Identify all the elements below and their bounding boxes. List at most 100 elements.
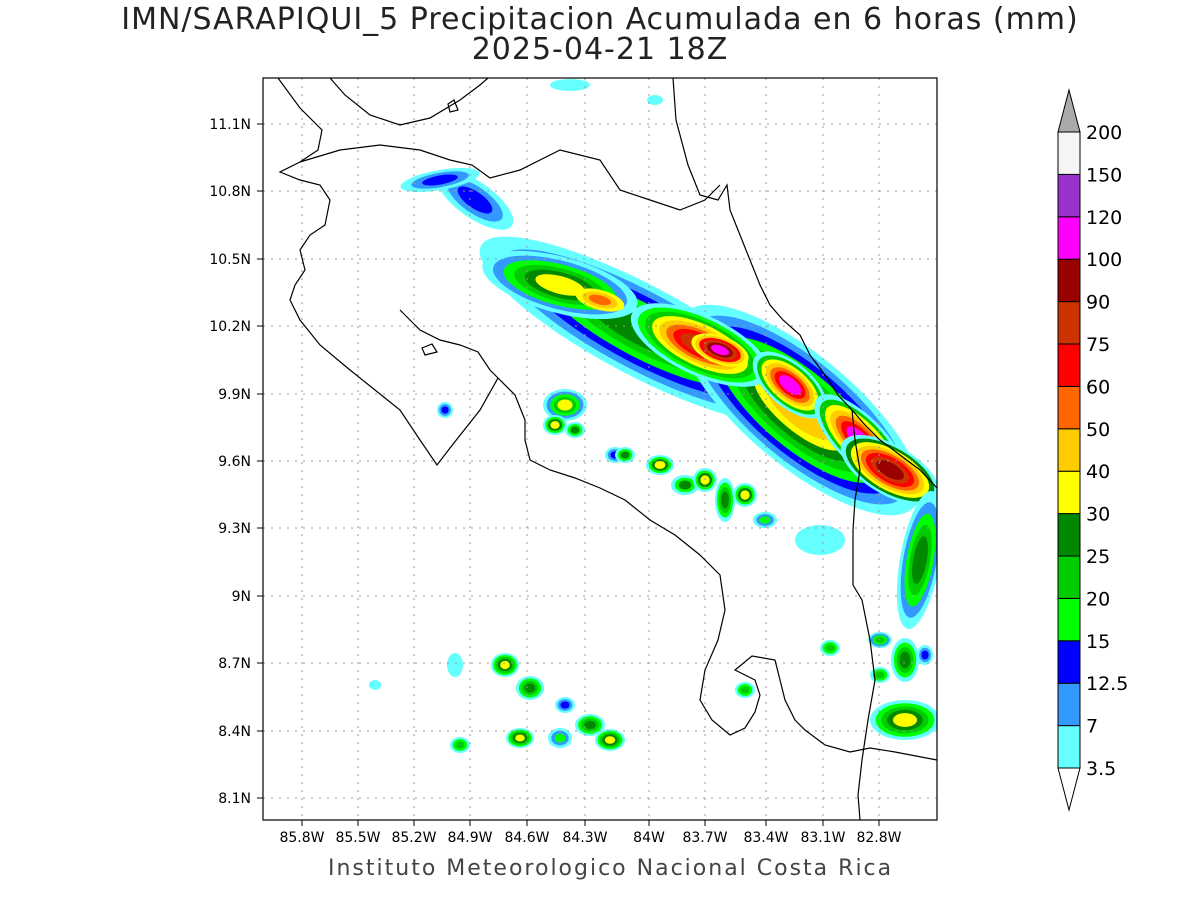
precip-contour <box>647 95 663 105</box>
colorbar-segment <box>1057 513 1081 557</box>
lon-tick-label: 84.6W <box>504 830 549 846</box>
precip-contour <box>550 79 590 91</box>
precip-contour <box>912 536 928 584</box>
lat-tick-label: 8.1N <box>218 791 251 807</box>
lat-lon-grid <box>263 78 937 820</box>
colorbar-label: 7 <box>1086 716 1098 738</box>
colorbar-label: 15 <box>1086 631 1110 653</box>
precip-contour <box>795 525 845 555</box>
nicaragua-border <box>299 144 721 211</box>
precip-contour <box>500 660 510 670</box>
colorbar-label: 100 <box>1086 249 1122 271</box>
colorbar-segment <box>1057 131 1081 175</box>
colorbar-label: 20 <box>1086 588 1110 610</box>
precip-contour <box>710 344 730 356</box>
precipitation-field <box>369 79 937 753</box>
colorbar-segment <box>1057 470 1081 515</box>
lat-tick-label: 10.8N <box>209 184 251 200</box>
precip-contour <box>892 713 918 727</box>
precip-contour <box>678 480 692 490</box>
precip-contour <box>560 701 570 709</box>
colorbar-segment <box>1057 258 1081 303</box>
colorbar-label: 200 <box>1086 122 1122 144</box>
map-frame <box>262 77 938 821</box>
lon-tick-label: 85.5W <box>335 830 380 846</box>
lat-tick-label: 9.3N <box>218 521 251 537</box>
precip-contour <box>875 671 885 679</box>
precip-contour <box>524 683 536 693</box>
lon-tick-label: 84W <box>633 830 665 846</box>
lat-tick-label: 9N <box>232 589 251 605</box>
colorbar-segment <box>1057 640 1081 684</box>
lon-tick-label: 84.3W <box>562 830 607 846</box>
colorbar-segment <box>1057 301 1081 345</box>
colorbar-label: 30 <box>1086 504 1110 526</box>
colorbar-label: 75 <box>1086 334 1110 356</box>
colorbar-label: 3.5 <box>1086 758 1116 780</box>
coastlines <box>277 78 937 820</box>
lat-tick-label: 8.7N <box>218 656 251 672</box>
lon-tick-label: 83.7W <box>682 830 727 846</box>
colorbar-segment <box>1057 597 1081 642</box>
precip-contour <box>921 650 929 660</box>
precip-contour <box>654 461 666 469</box>
colorbar-label: 120 <box>1086 207 1122 229</box>
precip-contour <box>369 680 381 690</box>
precip-contour <box>588 294 612 306</box>
map-title: IMN/SARAPIQUI_5 Precipitacion Acumulada … <box>121 2 1079 37</box>
colorbar-label: 25 <box>1086 546 1110 568</box>
colorbar-min-triangle <box>1057 767 1081 812</box>
map-subtitle: 2025-04-21 18Z <box>471 32 729 67</box>
colorbar-segment <box>1057 173 1081 218</box>
colorbar-label: 60 <box>1086 376 1110 398</box>
lon-tick-label: 85.2W <box>391 830 436 846</box>
precip-contour <box>557 399 573 411</box>
colorbar-label: 50 <box>1086 419 1110 441</box>
colorbar-segment <box>1057 216 1081 260</box>
lat-tick-label: 11.1N <box>209 117 251 133</box>
colorbar: 3.5 7 12.5 15 20 25 30 40 50 60 75 90 100 120 150 200 <box>1057 88 1128 812</box>
pacific-coastline <box>277 78 937 761</box>
precip-contour <box>447 653 463 677</box>
nicoya-gulf-coast <box>399 309 499 379</box>
lon-tick-label: 83.4W <box>743 830 788 846</box>
precip-contour <box>550 421 560 429</box>
lon-tick-label: 84.9W <box>447 830 492 846</box>
axis-tick-labels: 11.1N 10.8N 10.5N 10.2N 9.9N 9.6N 9.3N 9N 8.7N 8.… <box>209 117 901 846</box>
colorbar-label: 90 <box>1086 292 1110 314</box>
lat-tick-label: 9.6N <box>218 454 251 470</box>
precip-contour <box>422 174 458 186</box>
lon-tick-label: 82.8W <box>856 830 901 846</box>
precip-contour <box>604 736 616 744</box>
caribbean-coastline <box>672 78 937 489</box>
colorbar-segment <box>1057 682 1081 727</box>
precip-contour <box>825 644 835 652</box>
lon-tick-label: 85.8W <box>279 830 324 846</box>
lon-tick-label: 83.1W <box>800 830 845 846</box>
colorbar-segment <box>1057 725 1081 769</box>
precip-contour <box>759 516 771 524</box>
colorbar-segment <box>1057 428 1081 472</box>
precip-contour <box>899 651 911 669</box>
precip-contour <box>778 375 802 395</box>
precip-contour <box>876 460 904 480</box>
lat-tick-label: 10.5N <box>209 252 251 268</box>
colorbar-segment <box>1057 385 1081 430</box>
lake-island <box>447 99 459 113</box>
colorbar-label: 40 <box>1086 461 1110 483</box>
precip-contour <box>875 636 885 644</box>
nicoya-island <box>421 343 438 356</box>
precip-contour <box>740 490 750 500</box>
precip-contour <box>515 734 525 742</box>
panama-border <box>851 409 876 820</box>
precip-contour <box>554 733 566 743</box>
precip-contour <box>740 686 750 694</box>
lat-tick-label: 10.2N <box>209 319 251 335</box>
precip-contour <box>535 274 585 296</box>
institution-footer: Instituto Meteorologico Nacional Costa R… <box>328 856 894 881</box>
precip-contour <box>441 406 449 414</box>
precip-contour <box>570 426 580 434</box>
precip-contour <box>620 451 630 459</box>
lat-tick-label: 8.4N <box>218 724 251 740</box>
